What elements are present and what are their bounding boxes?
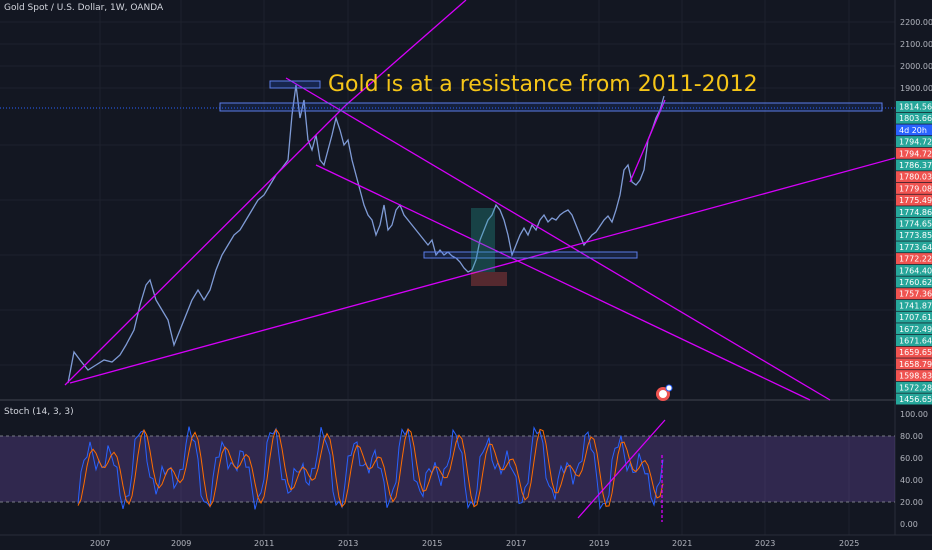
price-badge xyxy=(896,194,932,206)
time-tick-label: 2021 xyxy=(672,539,692,548)
price-badge xyxy=(896,229,932,241)
price-badge-label: 1780.037 xyxy=(899,173,932,182)
time-axis-ticks: 2007 2009 2011 2013 2015 2017 2019 2021 2023 2025 xyxy=(90,539,859,548)
price-badge-label: 1764.402 xyxy=(899,266,932,275)
time-tick-label: 2013 xyxy=(338,539,358,548)
price-badge-label: 1707.616 xyxy=(899,313,932,322)
time-tick-label: 2017 xyxy=(506,539,526,548)
price-badge xyxy=(896,124,932,136)
price-badge-label: 1779.086 xyxy=(899,184,932,193)
price-badge xyxy=(896,381,932,393)
price-badge xyxy=(896,370,932,382)
price-badge xyxy=(896,206,932,218)
price-badge-label: 1671.643 xyxy=(899,337,932,346)
alert-badge-icon[interactable] xyxy=(656,384,673,401)
time-tick-label: 2023 xyxy=(755,539,775,548)
price-badge-label: 1794.726 xyxy=(899,138,932,147)
stoch-k-line xyxy=(77,425,664,511)
price-badge xyxy=(896,393,932,405)
stoch-trendline[interactable] xyxy=(577,419,666,519)
price-badge-label: 1741.877 xyxy=(899,301,932,310)
long-position-loss-zone[interactable] xyxy=(471,272,507,286)
inner-descending-trendline xyxy=(315,164,811,401)
price-badge-label: 1760.627 xyxy=(899,278,932,287)
stoch-tick-label: 40.00 xyxy=(900,476,923,485)
price-badge xyxy=(896,346,932,358)
time-tick-label: 2015 xyxy=(422,539,442,548)
price-badge xyxy=(896,182,932,194)
resistance-zone-rect[interactable] xyxy=(219,102,883,112)
price-badge-label: 1774.650 xyxy=(899,220,932,229)
stoch-d-line xyxy=(77,428,664,508)
price-series xyxy=(67,84,665,384)
price-badge-label: 1773.645 xyxy=(899,243,932,252)
top-zone-rect[interactable] xyxy=(269,80,321,89)
extended-trendline xyxy=(345,0,467,106)
price-badge-label: 1772.220 xyxy=(899,255,932,264)
price-badge xyxy=(896,288,932,300)
price-badge-label: 1672.499 xyxy=(899,325,932,334)
trendlines[interactable] xyxy=(64,0,896,401)
stoch-tick-label: 20.00 xyxy=(900,498,923,507)
price-badge xyxy=(896,241,932,253)
symbol-title[interactable]: Gold Spot / U.S. Dollar, 1W, OANDA xyxy=(4,3,164,13)
price-badge-label: 1456.656 xyxy=(899,395,932,404)
time-tick-label: 2007 xyxy=(90,539,110,548)
price-badge xyxy=(896,358,932,370)
price-gridlines xyxy=(0,0,895,535)
stoch-axis-ticks: 100.00 80.00 60.00 40.00 20.00 0.00 xyxy=(900,410,928,529)
time-tick-label: 2009 xyxy=(171,539,191,548)
price-badge xyxy=(896,101,932,112)
stoch-tick-label: 80.00 xyxy=(900,432,923,441)
price-badge-label: 1775.493 xyxy=(899,196,932,205)
price-badge-label: 1572.286 xyxy=(899,383,932,392)
price-badge-label: 4d 20h xyxy=(899,126,927,135)
time-tick-label: 2025 xyxy=(839,539,859,548)
stoch-tick-label: 60.00 xyxy=(900,454,923,463)
stoch-tick-label: 100.00 xyxy=(900,410,928,419)
price-badge xyxy=(896,253,932,265)
price-tick-label: 2100.000 xyxy=(900,40,932,49)
price-badge xyxy=(896,171,932,183)
price-badge-label: 1659.651 xyxy=(899,348,932,357)
descending-trendline xyxy=(285,77,831,401)
stoch-indicator-label[interactable]: Stoch (14, 3, 3) xyxy=(4,407,74,417)
support-trendline xyxy=(64,104,347,386)
price-badge-label: 1757.360 xyxy=(899,290,932,299)
price-badge xyxy=(896,264,932,276)
price-tick-label: 2000.000 xyxy=(900,62,932,71)
price-badge-label: 1794.725 xyxy=(899,149,932,158)
price-badge xyxy=(896,323,932,335)
price-badge-label: 1814.565 xyxy=(899,103,932,112)
recent-channel-line xyxy=(629,99,666,183)
price-badge xyxy=(896,159,932,171)
support-zone-rect[interactable] xyxy=(423,251,638,259)
price-badge xyxy=(896,311,932,323)
chart-annotation-text[interactable]: Gold is at a resistance from 2011-2012 xyxy=(328,72,758,97)
price-badge xyxy=(896,218,932,229)
price-badge xyxy=(896,276,932,288)
price-tick-label: 2200.000 xyxy=(900,18,932,27)
time-tick-label: 2019 xyxy=(589,539,609,548)
price-badge xyxy=(896,112,932,124)
stoch-tick-label: 0.00 xyxy=(900,520,918,529)
long-position-profit-zone[interactable] xyxy=(471,208,495,272)
price-badge-label: 1658.795 xyxy=(899,360,932,369)
price-badge-label: 1598.838 xyxy=(899,372,932,381)
price-badge-label: 1803.662 xyxy=(899,114,932,123)
price-badge-label: 1774.861 xyxy=(899,208,932,217)
time-tick-label: 2011 xyxy=(254,539,274,548)
price-axis-ticks: 2200.000 2100.000 2000.000 1900.000 xyxy=(900,18,932,93)
price-badge xyxy=(896,147,932,159)
price-badge xyxy=(896,136,932,148)
price-axis-badges: 1814.565 1803.662 4d 20h 1794.726 1794.725 17… xyxy=(896,101,932,405)
price-badge-label: 1773.858 xyxy=(899,231,932,240)
long-term-trendline xyxy=(69,157,896,384)
price-badge-label: 1786.375 xyxy=(899,161,932,170)
price-tick-label: 1900.000 xyxy=(900,84,932,93)
price-badge xyxy=(896,299,932,311)
price-badge xyxy=(896,335,932,346)
